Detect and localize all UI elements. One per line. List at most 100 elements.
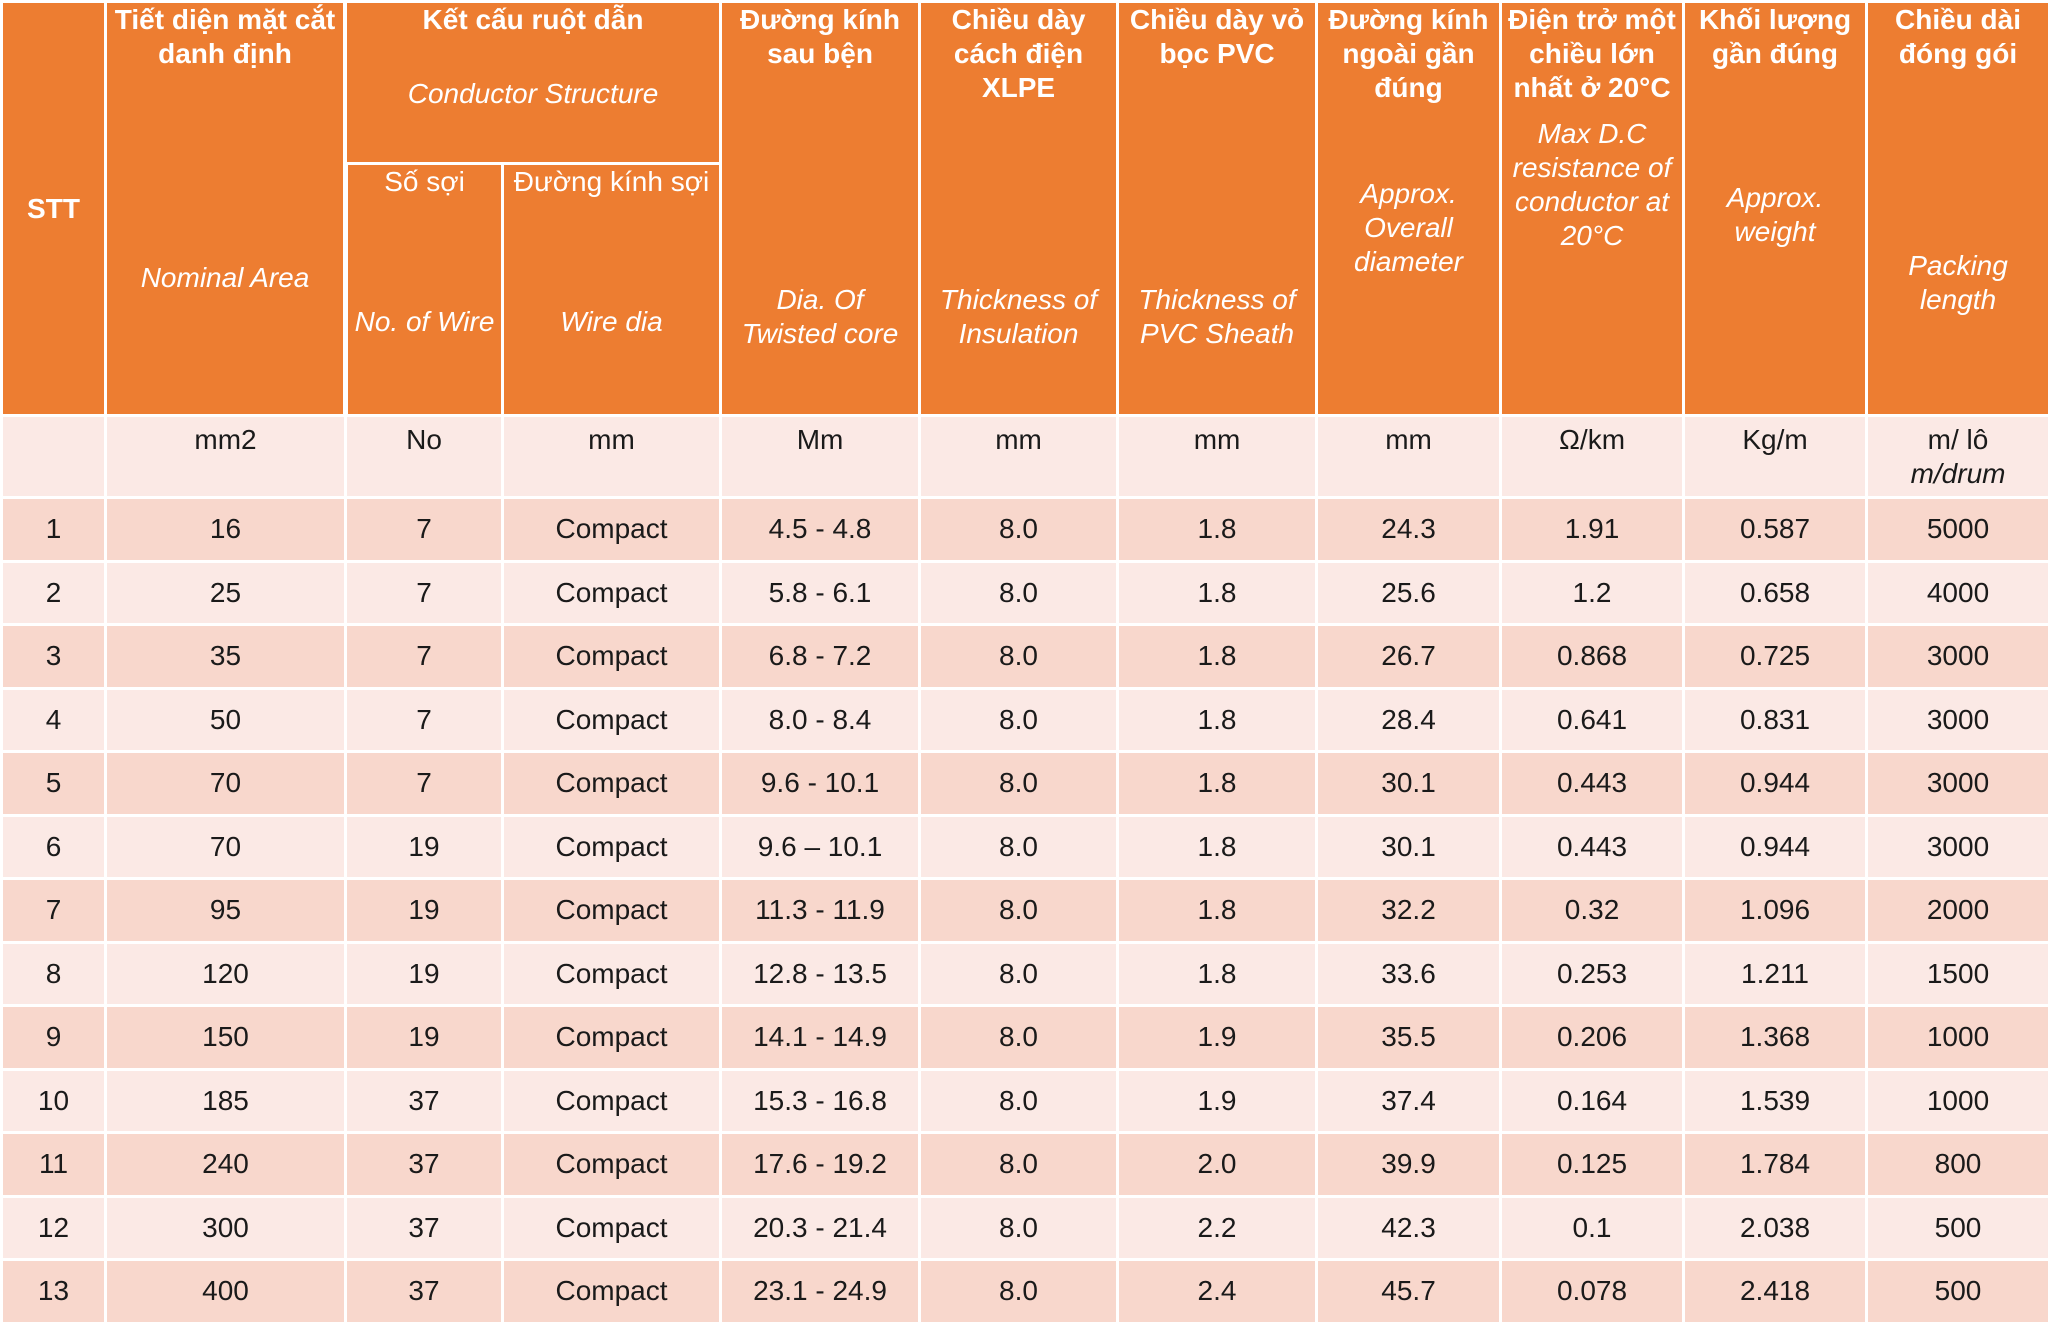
cell-wire-dia: Compact (503, 625, 721, 689)
cell-sheath: 1.8 (1118, 625, 1317, 689)
cell-weight: 0.944 (1684, 815, 1867, 879)
cell-weight: 1.096 (1684, 879, 1867, 943)
cell-sheath: 1.9 (1118, 1069, 1317, 1133)
unit-packing: m/ lô m/drum (1867, 416, 2048, 498)
cell-packing: 1000 (1867, 1006, 2048, 1070)
cell-resistance: 0.641 (1501, 688, 1684, 752)
cell-resistance: 0.125 (1501, 1133, 1684, 1197)
header-overall-diameter-vn: Đường kính ngoài gần đúng (1322, 3, 1495, 105)
header-resistance: Điện trở một chiều lớn nhất ở 20°C Max D… (1501, 2, 1684, 416)
cell-area: 70 (106, 815, 346, 879)
unit-overall-diameter: mm (1317, 416, 1501, 498)
cell-sheath: 2.2 (1118, 1196, 1317, 1260)
cell-insulation: 8.0 (920, 752, 1118, 816)
cell-area: 35 (106, 625, 346, 689)
header-no-of-wire: Số sợi No. of Wire (346, 164, 503, 416)
unit-resistance: Ω/km (1501, 416, 1684, 498)
cell-insulation: 8.0 (920, 625, 1118, 689)
units-row: mm2 No mm Mm mm mm mm Ω/km Kg/m m/ lô m/… (2, 416, 2048, 498)
cell-stt: 2 (2, 561, 106, 625)
cell-weight: 0.587 (1684, 498, 1867, 562)
header-overall-diameter: Đường kính ngoài gần đúng Approx. Overal… (1317, 2, 1501, 416)
cell-packing: 500 (1867, 1260, 2048, 1324)
cell-resistance: 0.206 (1501, 1006, 1684, 1070)
cell-packing: 1500 (1867, 942, 2048, 1006)
cell-weight: 1.368 (1684, 1006, 1867, 1070)
cell-wire-dia: Compact (503, 1133, 721, 1197)
cell-sheath: 1.8 (1118, 815, 1317, 879)
cell-resistance: 0.253 (1501, 942, 1684, 1006)
cell-packing: 3000 (1867, 752, 2048, 816)
cell-sheath: 1.8 (1118, 561, 1317, 625)
cell-wire-dia: Compact (503, 879, 721, 943)
cell-stt: 5 (2, 752, 106, 816)
cell-packing: 1000 (1867, 1069, 2048, 1133)
cell-stt: 7 (2, 879, 106, 943)
header-twisted-core: Đường kính sau bện Dia. Of Twisted core (721, 2, 920, 416)
cell-wire-dia: Compact (503, 688, 721, 752)
cell-weight: 0.725 (1684, 625, 1867, 689)
cell-weight: 2.038 (1684, 1196, 1867, 1260)
cell-no-of-wire: 7 (346, 561, 503, 625)
cell-stt: 12 (2, 1196, 106, 1260)
cell-wire-dia: Compact (503, 815, 721, 879)
cell-packing: 500 (1867, 1196, 2048, 1260)
cell-overall-diameter: 42.3 (1317, 1196, 1501, 1260)
cell-no-of-wire: 19 (346, 879, 503, 943)
cell-wire-dia: Compact (503, 1196, 721, 1260)
cell-stt: 13 (2, 1260, 106, 1324)
header-wire-dia-vn: Đường kính sợi (508, 165, 715, 199)
cell-packing: 4000 (1867, 561, 2048, 625)
cell-twisted-core: 14.1 - 14.9 (721, 1006, 920, 1070)
cell-no-of-wire: 19 (346, 1006, 503, 1070)
cell-insulation: 8.0 (920, 1006, 1118, 1070)
cell-sheath: 1.8 (1118, 879, 1317, 943)
cell-overall-diameter: 37.4 (1317, 1069, 1501, 1133)
cell-packing: 2000 (1867, 879, 2048, 943)
header-packing-vn: Chiều dài đóng gói (1872, 3, 2044, 71)
cell-resistance: 1.91 (1501, 498, 1684, 562)
header-sheath-en: Thickness of PVC Sheath (1123, 283, 1311, 351)
header-sheath: Chiều dày vỏ bọc PVC Thickness of PVC Sh… (1118, 2, 1317, 416)
cell-wire-dia: Compact (503, 1260, 721, 1324)
cell-area: 185 (106, 1069, 346, 1133)
cell-area: 240 (106, 1133, 346, 1197)
unit-packing-en: m/drum (1872, 457, 2044, 491)
cell-sheath: 1.8 (1118, 498, 1317, 562)
cell-stt: 11 (2, 1133, 106, 1197)
cell-packing: 5000 (1867, 498, 2048, 562)
cell-no-of-wire: 7 (346, 688, 503, 752)
unit-packing-vn: m/ lô (1872, 423, 2044, 457)
unit-sheath: mm (1118, 416, 1317, 498)
cell-sheath: 1.9 (1118, 1006, 1317, 1070)
header-weight-en: Approx. weight (1689, 181, 1861, 249)
cell-stt: 9 (2, 1006, 106, 1070)
cell-twisted-core: 5.8 - 6.1 (721, 561, 920, 625)
cell-resistance: 0.078 (1501, 1260, 1684, 1324)
cell-no-of-wire: 7 (346, 625, 503, 689)
cell-insulation: 8.0 (920, 815, 1118, 879)
cell-no-of-wire: 37 (346, 1196, 503, 1260)
header-conductor-structure: Kết cấu ruột dẫn Conductor Structure (346, 2, 721, 164)
cell-twisted-core: 6.8 - 7.2 (721, 625, 920, 689)
cell-stt: 10 (2, 1069, 106, 1133)
cell-sheath: 1.8 (1118, 752, 1317, 816)
unit-area: mm2 (106, 416, 346, 498)
cell-packing: 3000 (1867, 688, 2048, 752)
cell-twisted-core: 9.6 - 10.1 (721, 752, 920, 816)
cell-overall-diameter: 28.4 (1317, 688, 1501, 752)
cell-twisted-core: 12.8 - 13.5 (721, 942, 920, 1006)
cell-wire-dia: Compact (503, 1006, 721, 1070)
cell-sheath: 2.0 (1118, 1133, 1317, 1197)
cell-stt: 1 (2, 498, 106, 562)
cell-insulation: 8.0 (920, 498, 1118, 562)
cell-weight: 1.211 (1684, 942, 1867, 1006)
